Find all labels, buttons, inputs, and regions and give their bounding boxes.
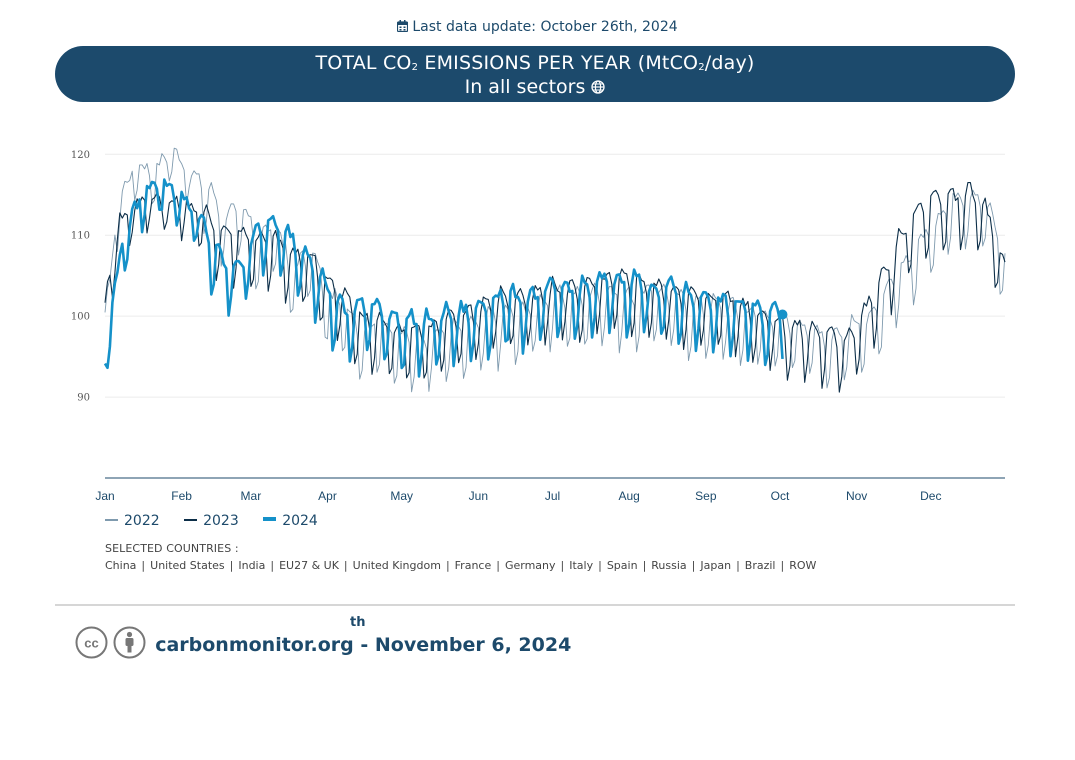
legend-item-2023[interactable]: 2023 [184, 513, 239, 529]
legend-swatch [105, 519, 118, 521]
country-item[interactable]: Italy [569, 559, 594, 572]
svg-text:cc: cc [84, 636, 98, 651]
country-separator: | [642, 559, 647, 572]
x-tick-label: Jul [545, 489, 560, 503]
country-item[interactable]: EU27 & UK [279, 559, 339, 572]
x-tick-label: Apr [318, 489, 337, 503]
series-line-2024 [103, 178, 784, 378]
country-separator: | [691, 559, 696, 572]
country-item[interactable]: France [454, 559, 492, 572]
country-separator: | [560, 559, 565, 572]
x-tick-label: Sep [695, 489, 717, 503]
country-item[interactable]: United Kingdom [352, 559, 441, 572]
series-line-2022 [104, 147, 1006, 393]
country-separator: | [598, 559, 602, 572]
footer: th cc carbonmonitor.org - November 6, 20… [75, 615, 572, 659]
country-separator: | [270, 559, 275, 572]
emissions-chart[interactable]: 90 100 110 120 Jan Feb Mar Apr May Jun Jul Aug Sep Oc… [0, 0, 1075, 520]
chart-subtitle[interactable]: In all sectors [55, 76, 1015, 99]
countries-list: China | United States | India | EU27 & UK | Unit… [105, 559, 816, 572]
y-tick-label: 90 [77, 393, 90, 404]
country-item[interactable]: ROW [789, 559, 817, 572]
country-separator: | [496, 559, 500, 572]
footer-text: carbonmonitor.org - November 6, 2024 [155, 633, 572, 656]
x-tick-label: May [390, 489, 413, 503]
country-separator: | [780, 559, 785, 572]
countries-label: SELECTED COUNTRIES : [105, 542, 239, 555]
calendar-icon [397, 20, 409, 36]
x-tick-label: Aug [618, 489, 639, 503]
country-item[interactable]: United States [150, 559, 225, 572]
y-tick-label: 100 [71, 312, 90, 323]
chart-title-banner: TOTAL CO2 EMISSIONS PER YEAR (MtCO2/day)… [55, 46, 1015, 102]
x-tick-label: Jan [95, 489, 114, 503]
last-update: Last data update: October 26th, 2024 [0, 19, 1075, 36]
country-separator: | [229, 559, 234, 572]
x-tick-label: Jun [469, 489, 488, 503]
divider [55, 604, 1015, 606]
country-separator: | [141, 559, 146, 572]
cc-icon: cc [75, 626, 108, 663]
x-tick-label: Feb [171, 489, 192, 503]
x-tick-label: Nov [846, 489, 867, 503]
country-separator: | [736, 559, 740, 572]
country-item[interactable]: Spain [606, 559, 638, 572]
legend-item-2024[interactable]: 2024 [263, 513, 318, 529]
last-point-marker[interactable] [777, 309, 788, 320]
country-item[interactable]: India [238, 559, 266, 572]
country-item[interactable]: Russia [651, 559, 687, 572]
footer-superscript: th [350, 615, 366, 630]
country-separator: | [445, 559, 450, 572]
person-icon [113, 626, 146, 663]
country-item[interactable]: Brazil [744, 559, 776, 572]
country-item[interactable]: China [105, 559, 137, 572]
globe-icon[interactable] [591, 77, 606, 99]
series-line-2023 [104, 181, 1006, 393]
country-item[interactable]: Germany [504, 559, 556, 572]
country-separator: | [343, 559, 348, 572]
x-tick-label: Oct [771, 489, 790, 503]
y-tick-label: 120 [71, 150, 90, 161]
country-item[interactable]: Japan [700, 559, 732, 572]
legend: 2022 2023 2024 [105, 513, 338, 529]
chart-title: TOTAL CO2 EMISSIONS PER YEAR (MtCO2/day) [315, 52, 755, 74]
y-tick-label: 110 [71, 231, 90, 242]
legend-swatch [184, 519, 198, 521]
x-tick-label: Dec [920, 489, 941, 503]
last-update-text: Last data update: October 26th, 2024 [412, 19, 678, 35]
legend-item-2022[interactable]: 2022 [105, 513, 160, 529]
x-tick-label: Mar [241, 489, 262, 503]
legend-swatch [263, 517, 277, 521]
